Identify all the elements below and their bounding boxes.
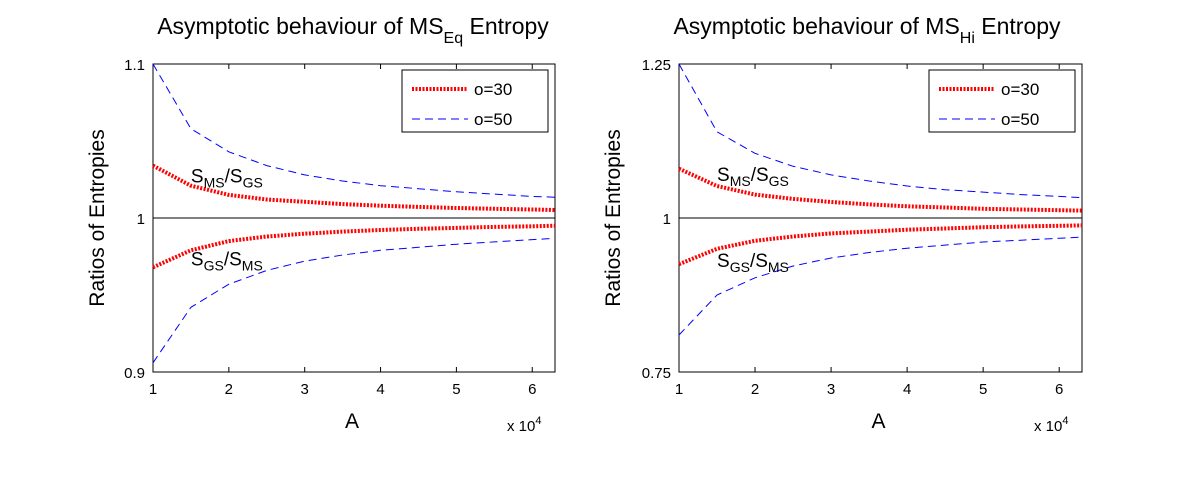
x-tick-label: 6 <box>1055 381 1063 398</box>
chart-title-subscript: Hi <box>960 30 975 47</box>
legend: o=30 o=50 <box>401 69 549 133</box>
x-axis-multiplier-base: x 10 <box>507 418 535 435</box>
x-tick-label: 4 <box>903 381 911 398</box>
x-tick-label: 6 <box>528 381 536 398</box>
x-tick-label: 1 <box>149 381 157 398</box>
annotation-letter: S <box>191 250 204 271</box>
annotation-subscript: GS <box>204 258 224 274</box>
x-axis-label: A <box>345 410 359 433</box>
annotation-letter: S <box>191 166 204 187</box>
annotation-subscript: GS <box>730 259 750 275</box>
x-tick-label: 2 <box>751 381 759 398</box>
legend-box <box>401 69 549 133</box>
annotation-lower: SGS/SMS <box>717 251 789 275</box>
legend-label: o=30 <box>474 80 512 99</box>
x-axis-multiplier: x 104 <box>1034 415 1068 435</box>
chart-title: Asymptotic behaviour of MSHi Entropy <box>673 13 1061 47</box>
annotation-slash: /S <box>750 251 768 272</box>
y-tick-label: 1.1 <box>124 57 145 74</box>
annotation-subscript: GS <box>243 174 263 190</box>
series-line-o30-ms-over-gs <box>678 166 1083 213</box>
annotation-subscript: MS <box>730 173 751 189</box>
legend-label: o=50 <box>474 110 512 129</box>
annotation-slash: /S <box>751 165 769 186</box>
x-tick-label: 3 <box>827 381 835 398</box>
x-tick-label: 3 <box>301 381 309 398</box>
y-axis-label: Ratios of Entropies <box>602 129 625 306</box>
x-axis-multiplier: x 104 <box>507 415 541 435</box>
annotation-subscript: MS <box>204 174 225 190</box>
y-tick-label: 1 <box>663 211 671 228</box>
series-line-o50-ms-over-gs <box>152 63 556 198</box>
x-tick-label: 2 <box>225 381 233 398</box>
chart-title-subscript: Eq <box>444 30 464 47</box>
x-axis-multiplier-exponent: 4 <box>535 415 541 427</box>
annotation-letter: S <box>717 165 730 186</box>
annotation-letter: S <box>717 251 730 272</box>
series-line-o30-ms-over-gs <box>152 163 556 212</box>
chart-title-main: Asymptotic behaviour of MS <box>673 13 959 39</box>
annotation-upper: SMS/SGS <box>717 165 789 189</box>
x-axis-multiplier-base: x 10 <box>1034 418 1062 435</box>
legend-box <box>928 69 1076 133</box>
series-line-o50-gs-over-ms <box>152 237 556 364</box>
legend-label: o=50 <box>1001 110 1039 129</box>
chart-title-tail: Entropy <box>463 13 549 39</box>
x-tick-label: 4 <box>376 381 384 398</box>
annotation-slash: /S <box>225 166 243 187</box>
x-tick-label: 1 <box>675 381 683 398</box>
annotation-subscript: MS <box>242 258 263 274</box>
y-axis-label: Ratios of Entropies <box>86 129 109 306</box>
x-axis-label: A <box>871 410 885 433</box>
chart-title-main: Asymptotic behaviour of MS <box>157 13 443 39</box>
annotation-subscript: MS <box>768 259 789 275</box>
series-line-o30-gs-over-ms <box>152 223 556 270</box>
y-tick-label: 0.75 <box>642 365 671 382</box>
x-tick-label: 5 <box>452 381 460 398</box>
y-tick-label: 0.9 <box>124 365 145 382</box>
legend-label: o=30 <box>1001 80 1039 99</box>
legend: o=30 o=50 <box>928 69 1076 133</box>
annotation-slash: /S <box>224 250 242 271</box>
chart-title-tail: Entropy <box>975 13 1061 39</box>
x-axis-multiplier-exponent: 4 <box>1062 415 1068 427</box>
y-tick-label: 1.25 <box>642 57 671 74</box>
annotation-upper: SMS/SGS <box>191 166 263 190</box>
annotation-subscript: GS <box>769 173 789 189</box>
y-tick-label: 1 <box>137 211 145 228</box>
annotation-lower: SGS/SMS <box>191 250 263 274</box>
chart-title: Asymptotic behaviour of MSEq Entropy <box>157 13 549 47</box>
x-tick-label: 5 <box>979 381 987 398</box>
